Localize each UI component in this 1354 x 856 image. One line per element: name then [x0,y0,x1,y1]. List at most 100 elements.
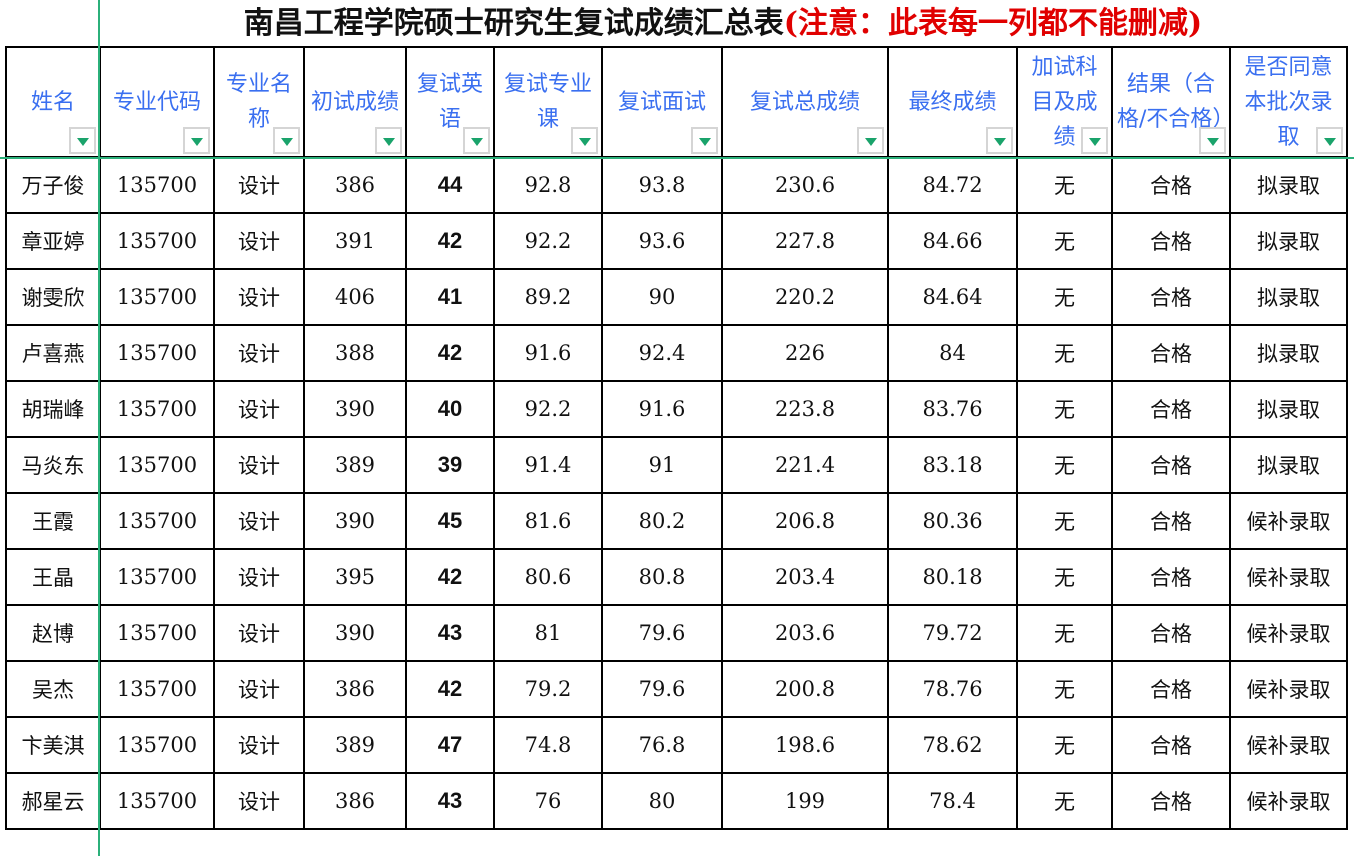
cell-prelim-score[interactable]: 389 [303,716,407,774]
cell-name[interactable]: 王晶 [5,548,101,606]
cell-prelim-score[interactable]: 390 [303,604,407,662]
cell-retest-major[interactable]: 76 [493,772,603,830]
filter-dropdown-icon[interactable] [69,127,96,154]
cell-name[interactable]: 万子俊 [5,156,101,214]
filter-dropdown-icon[interactable] [986,127,1013,154]
cell-retest-total[interactable]: 206.8 [721,492,889,550]
cell-retest-major[interactable]: 79.2 [493,660,603,718]
cell-retest-english[interactable]: 45 [405,492,495,550]
filter-dropdown-icon[interactable] [183,127,210,154]
cell-result[interactable]: 合格 [1111,324,1231,382]
column-header-result[interactable]: 结果（合格/不合格） [1111,46,1234,158]
cell-name[interactable]: 郝星云 [5,772,101,830]
cell-retest-interview[interactable]: 91 [601,436,723,494]
cell-result[interactable]: 合格 [1111,380,1231,438]
cell-extra-subject[interactable]: 无 [1016,380,1113,438]
cell-retest-english[interactable]: 42 [405,660,495,718]
cell-prelim-score[interactable]: 389 [303,436,407,494]
cell-extra-subject[interactable]: 无 [1016,212,1113,270]
cell-retest-major[interactable]: 74.8 [493,716,603,774]
cell-major-code[interactable]: 135700 [99,436,215,494]
cell-major-code[interactable]: 135700 [99,548,215,606]
column-header-extra-subject[interactable]: 加试科目及成绩 [1016,46,1113,158]
cell-admission[interactable]: 拟录取 [1229,268,1348,326]
cell-final-score[interactable]: 78.62 [887,716,1018,774]
cell-retest-major[interactable]: 91.4 [493,436,603,494]
cell-major-name[interactable]: 设计 [213,604,305,662]
column-header-name[interactable]: 姓名 [5,46,101,158]
cell-major-code[interactable]: 135700 [99,492,215,550]
cell-retest-major[interactable]: 81.6 [493,492,603,550]
cell-name[interactable]: 胡瑞峰 [5,380,101,438]
cell-name[interactable]: 章亚婷 [5,212,101,270]
cell-name[interactable]: 卢喜燕 [5,324,101,382]
cell-admission[interactable]: 候补录取 [1229,604,1348,662]
filter-dropdown-icon[interactable] [375,127,402,154]
cell-retest-major[interactable]: 89.2 [493,268,603,326]
cell-retest-total[interactable]: 198.6 [721,716,889,774]
cell-retest-interview[interactable]: 76.8 [601,716,723,774]
cell-name[interactable]: 吴杰 [5,660,101,718]
cell-retest-total[interactable]: 200.8 [721,660,889,718]
filter-dropdown-icon[interactable] [571,127,598,154]
cell-extra-subject[interactable]: 无 [1016,156,1113,214]
cell-final-score[interactable]: 78.76 [887,660,1018,718]
cell-major-code[interactable]: 135700 [99,212,215,270]
cell-extra-subject[interactable]: 无 [1016,772,1113,830]
cell-final-score[interactable]: 84 [887,324,1018,382]
cell-admission[interactable]: 候补录取 [1229,772,1348,830]
cell-extra-subject[interactable]: 无 [1016,604,1113,662]
cell-retest-total[interactable]: 199 [721,772,889,830]
cell-major-code[interactable]: 135700 [99,380,215,438]
cell-retest-english[interactable]: 47 [405,716,495,774]
cell-major-name[interactable]: 设计 [213,436,305,494]
cell-extra-subject[interactable]: 无 [1016,436,1113,494]
cell-retest-total[interactable]: 223.8 [721,380,889,438]
cell-major-name[interactable]: 设计 [213,380,305,438]
cell-result[interactable]: 合格 [1111,268,1231,326]
cell-retest-total[interactable]: 220.2 [721,268,889,326]
filter-dropdown-icon[interactable] [691,127,718,154]
cell-result[interactable]: 合格 [1111,212,1231,270]
cell-final-score[interactable]: 84.72 [887,156,1018,214]
cell-retest-total[interactable]: 203.4 [721,548,889,606]
cell-extra-subject[interactable]: 无 [1016,268,1113,326]
cell-name[interactable]: 赵博 [5,604,101,662]
cell-result[interactable]: 合格 [1111,604,1231,662]
column-header-retest-major[interactable]: 复试专业课 [493,46,603,158]
filter-dropdown-icon[interactable] [1081,127,1108,154]
cell-prelim-score[interactable]: 386 [303,660,407,718]
cell-major-code[interactable]: 135700 [99,716,215,774]
cell-final-score[interactable]: 84.66 [887,212,1018,270]
cell-major-code[interactable]: 135700 [99,772,215,830]
cell-admission[interactable]: 候补录取 [1229,492,1348,550]
cell-admission[interactable]: 拟录取 [1229,436,1348,494]
cell-retest-english[interactable]: 43 [405,772,495,830]
cell-major-code[interactable]: 135700 [99,156,215,214]
cell-retest-total[interactable]: 221.4 [721,436,889,494]
cell-retest-interview[interactable]: 92.4 [601,324,723,382]
cell-admission[interactable]: 候补录取 [1229,548,1348,606]
cell-retest-major[interactable]: 80.6 [493,548,603,606]
cell-result[interactable]: 合格 [1111,548,1231,606]
cell-major-name[interactable]: 设计 [213,268,305,326]
cell-major-name[interactable]: 设计 [213,716,305,774]
cell-major-name[interactable]: 设计 [213,156,305,214]
column-header-retest-english[interactable]: 复试英语 [405,46,495,158]
cell-name[interactable]: 谢雯欣 [5,268,101,326]
cell-name[interactable]: 卞美淇 [5,716,101,774]
column-header-retest-interview[interactable]: 复试面试 [601,46,723,158]
cell-extra-subject[interactable]: 无 [1016,548,1113,606]
cell-major-code[interactable]: 135700 [99,660,215,718]
cell-retest-interview[interactable]: 91.6 [601,380,723,438]
cell-retest-interview[interactable]: 90 [601,268,723,326]
cell-retest-total[interactable]: 226 [721,324,889,382]
cell-retest-english[interactable]: 41 [405,268,495,326]
cell-result[interactable]: 合格 [1111,156,1231,214]
cell-name[interactable]: 王霞 [5,492,101,550]
cell-admission[interactable]: 候补录取 [1229,660,1348,718]
cell-major-name[interactable]: 设计 [213,660,305,718]
cell-retest-major[interactable]: 92.2 [493,380,603,438]
cell-prelim-score[interactable]: 390 [303,492,407,550]
cell-retest-english[interactable]: 44 [405,156,495,214]
